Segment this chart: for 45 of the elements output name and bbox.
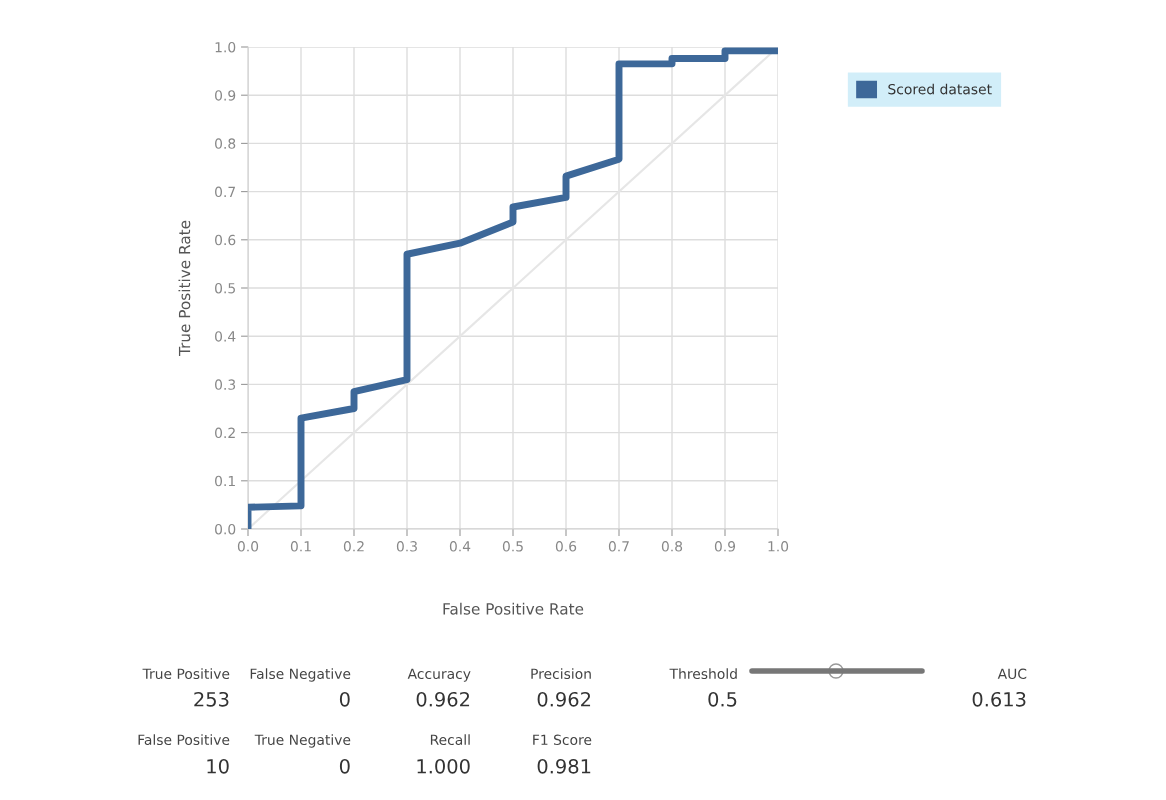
text: 0.962 <box>416 691 470 707</box>
y-axis-title: True Positive Rate <box>178 220 191 357</box>
y-tick-label: 0.9 <box>215 90 236 101</box>
y-tick-label: 0.1 <box>215 475 235 487</box>
y-tick-label: 0.2 <box>215 427 235 439</box>
x-tick-label: 0.5 <box>502 541 523 552</box>
x-tick-label: 0.0 <box>237 541 259 552</box>
text: 0.613 <box>972 691 1026 707</box>
text: 0 <box>339 691 350 707</box>
text: 0.5 <box>708 691 737 707</box>
y-tick-label: 0.5 <box>215 282 235 294</box>
text: False Negative <box>250 668 351 682</box>
text: True Positive <box>142 668 230 680</box>
text: Recall <box>430 734 470 746</box>
text: False Positive <box>138 734 230 746</box>
text: 0.962 <box>537 691 591 707</box>
text: 253 <box>194 691 229 707</box>
x-tick-label: 0.1 <box>290 541 311 552</box>
y-tick-label: 0.4 <box>215 331 236 342</box>
text: Threshold <box>669 668 737 680</box>
y-tick-label: 0.6 <box>215 234 236 246</box>
text: 0.981 <box>537 758 591 774</box>
x-tick-label: 0.3 <box>396 541 417 552</box>
x-tick-label: 0.4 <box>449 541 471 552</box>
y-tick-label: 0.8 <box>215 138 236 149</box>
x-tick-label: 0.6 <box>555 541 577 552</box>
x-tick-label: 0.2 <box>343 541 364 552</box>
x-tick-label: 0.8 <box>661 541 683 552</box>
y-tick-label: 0.3 <box>215 379 236 390</box>
y-tick-label: 0.0 <box>215 523 236 535</box>
x-tick-label: 0.9 <box>714 541 736 552</box>
text: 1.000 <box>417 758 470 774</box>
text: AUC <box>997 668 1027 680</box>
text: F1 Score <box>533 734 592 746</box>
text: Accuracy <box>407 668 471 682</box>
legend-label: Scored dataset <box>888 83 992 95</box>
x-tick-label: 1.0 <box>768 541 789 552</box>
text: True Negative <box>254 734 351 748</box>
y-tick-label: 0.7 <box>215 186 236 198</box>
text: Precision <box>531 668 591 680</box>
x-tick-label: 0.7 <box>608 541 629 552</box>
y-tick-label: 1.0 <box>215 41 236 53</box>
text: 10 <box>207 758 229 774</box>
text: 0 <box>339 758 350 774</box>
x-axis-title: False Positive Rate <box>443 602 584 615</box>
